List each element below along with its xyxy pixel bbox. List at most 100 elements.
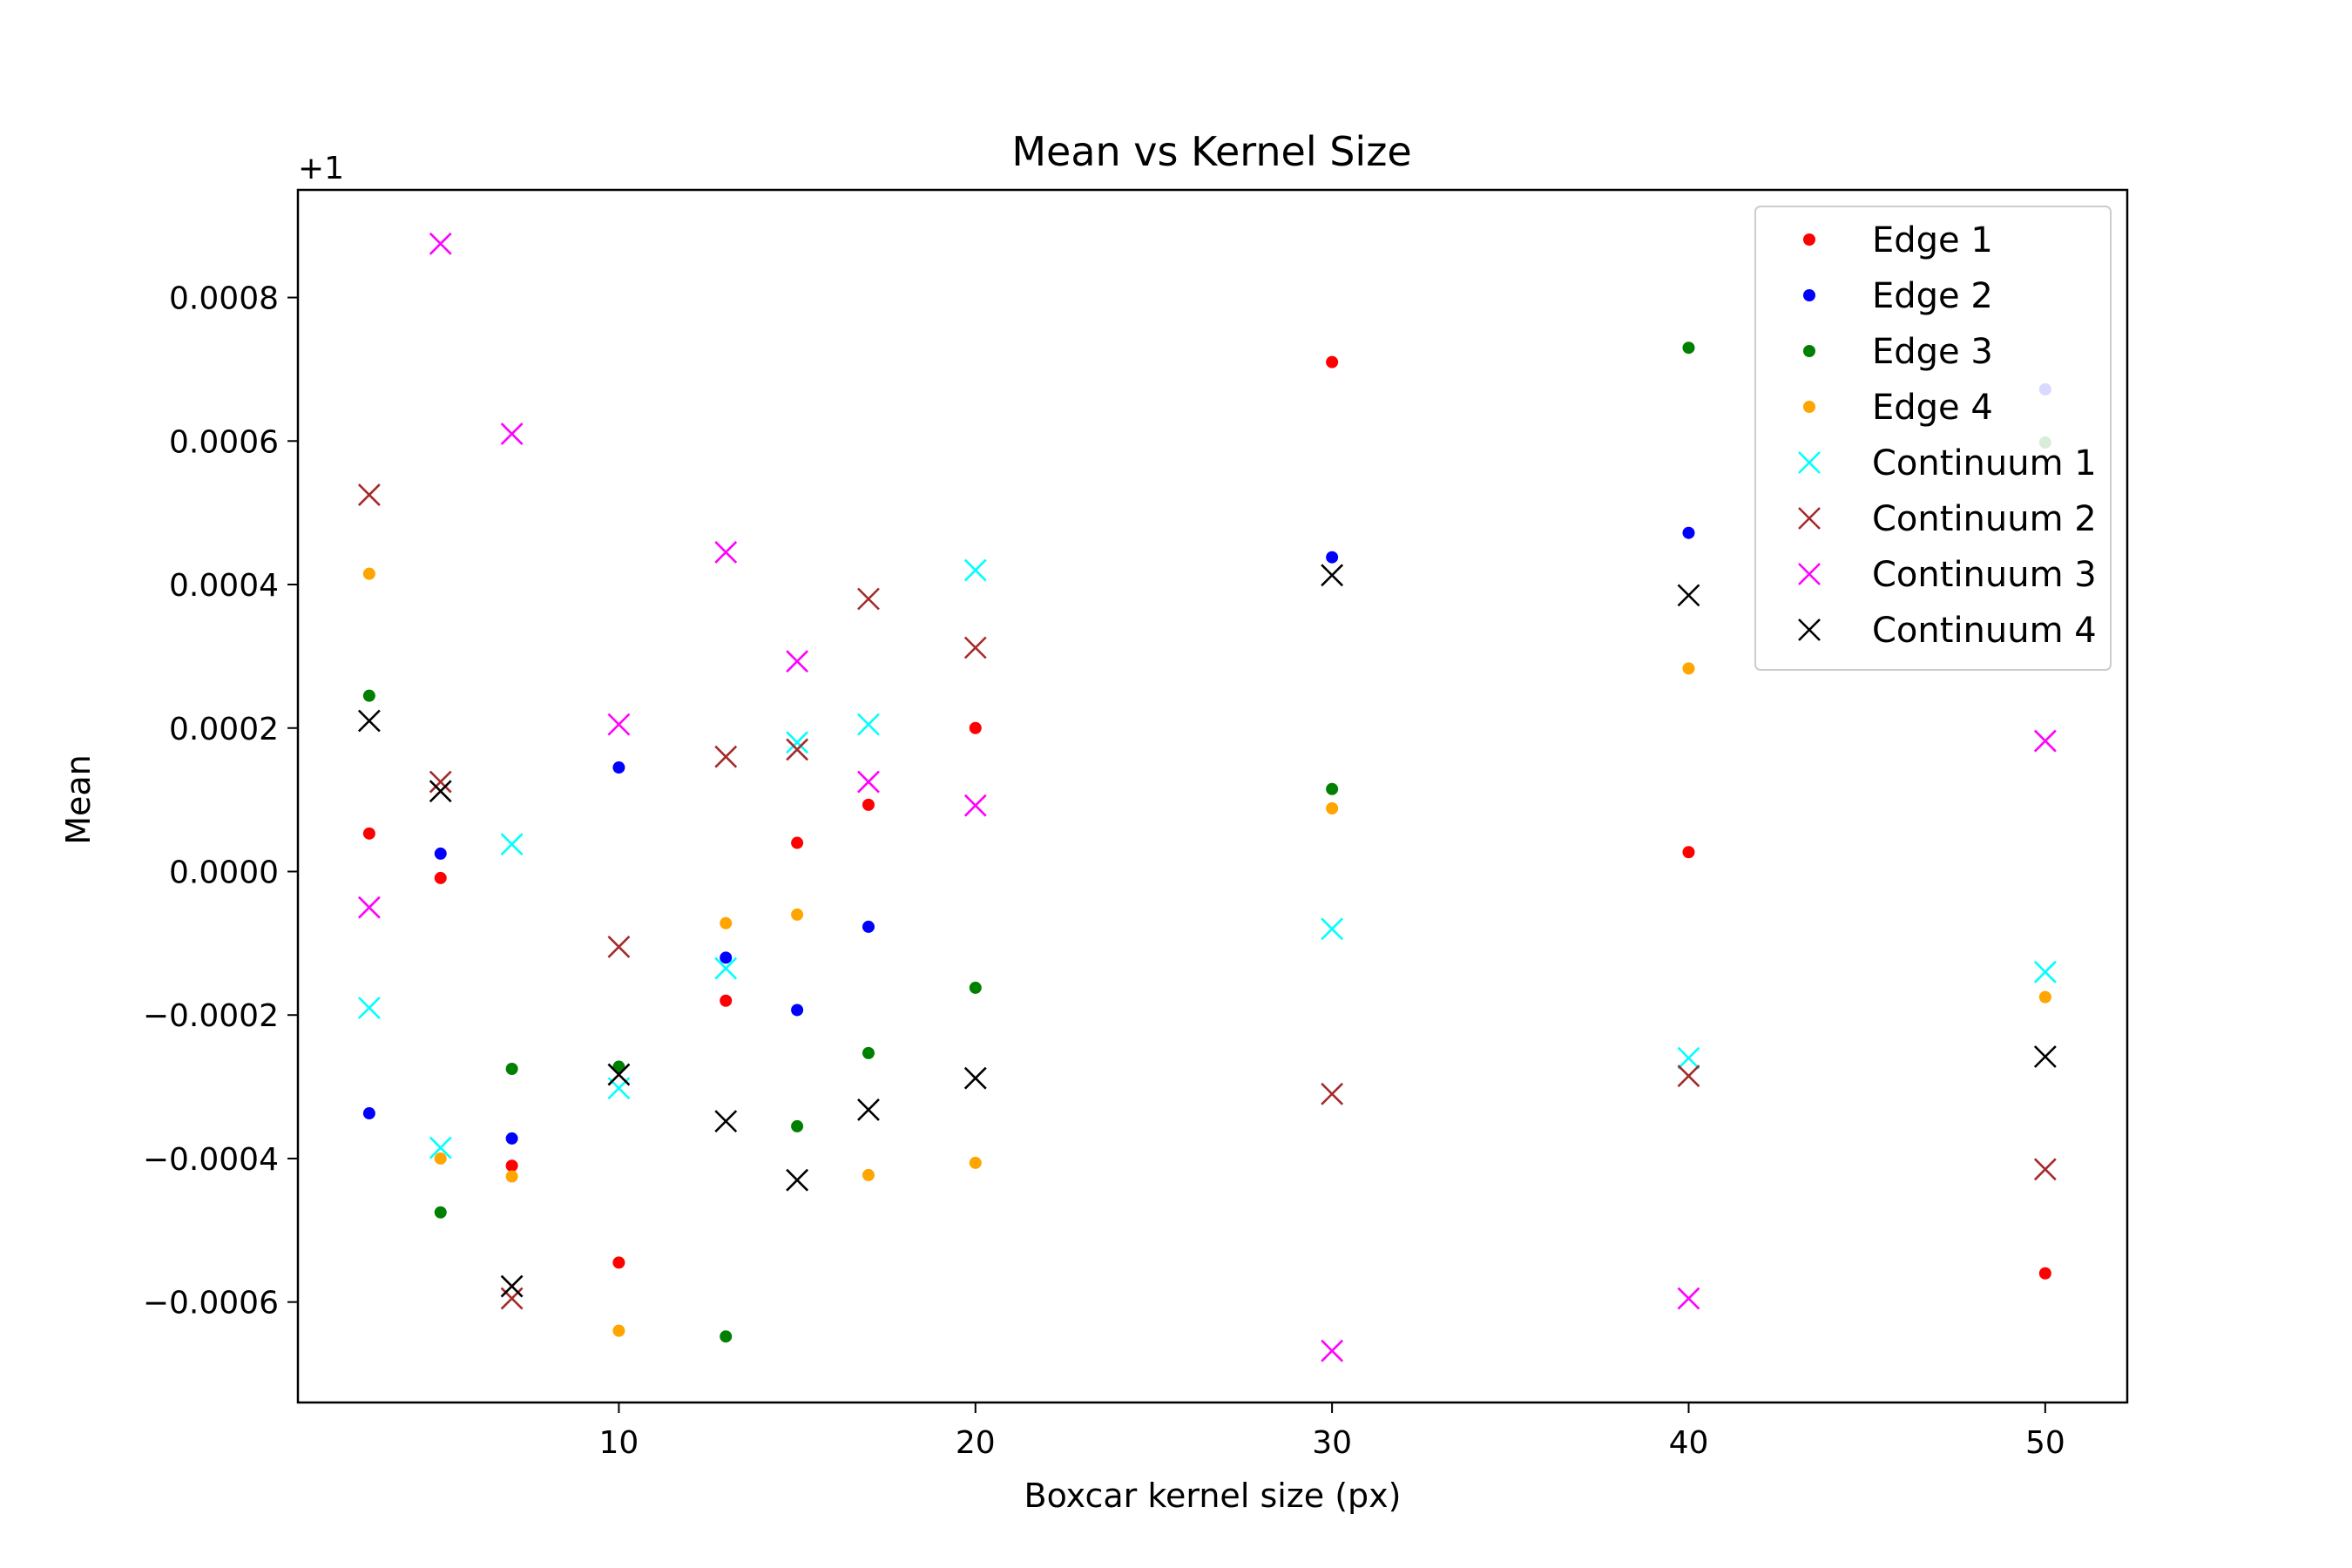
x-tick-label: 50 [2025, 1425, 2065, 1461]
data-point [362, 567, 375, 580]
data-point [786, 738, 809, 761]
data-point [714, 745, 738, 768]
y-tick-label: 0.0000 [169, 855, 279, 890]
data-point [357, 896, 381, 919]
data-point [2033, 729, 2057, 753]
data-point [969, 721, 982, 734]
data-point [857, 713, 880, 736]
x-tick-label: 10 [599, 1425, 639, 1461]
data-point [1682, 341, 1695, 355]
series-continuum-3 [357, 232, 2057, 1362]
data-point [1677, 1046, 1700, 1070]
y-tick-label: 0.0004 [169, 568, 279, 604]
data-point [857, 587, 880, 611]
legend-item-edge-1: Edge 1 [1803, 220, 1993, 260]
data-point [362, 689, 375, 702]
y-tick-label: −0.0004 [143, 1142, 279, 1178]
data-point [1677, 1064, 1700, 1088]
data-point [1326, 782, 1339, 795]
data-point [607, 1063, 631, 1086]
y-tick-label: −0.0002 [143, 998, 279, 1034]
data-point [1326, 802, 1339, 815]
data-point [434, 1206, 447, 1219]
data-point [714, 956, 738, 980]
data-point [500, 1274, 524, 1298]
plot-frame [296, 188, 2129, 1404]
data-point [505, 1170, 518, 1183]
data-point [714, 541, 738, 564]
data-point [612, 1324, 625, 1337]
data-point [963, 1066, 987, 1090]
data-point [429, 780, 452, 803]
data-point [1682, 846, 1695, 859]
legend-item-continuum-1: Continuum 1 [1798, 443, 2097, 483]
x-tick-label: 30 [1312, 1425, 1352, 1461]
legend-marker [1803, 289, 1815, 301]
legend-item-continuum-4: Continuum 4 [1798, 611, 2097, 651]
legend-marker [1798, 451, 1821, 474]
legend-marker [1803, 233, 1815, 246]
legend-marker [1803, 401, 1815, 413]
data-point [2038, 1267, 2051, 1280]
data-point [500, 1287, 524, 1310]
data-point [963, 636, 987, 659]
data-point [607, 936, 631, 958]
data-point [791, 908, 804, 921]
data-point [2033, 1045, 2057, 1068]
data-point [714, 1110, 738, 1133]
data-point [1321, 1339, 1344, 1362]
legend-label: Continuum 3 [1872, 555, 2097, 595]
data-point [505, 1062, 518, 1075]
data-point [429, 770, 452, 794]
data-point [500, 422, 524, 445]
series-edge-1 [362, 355, 2051, 1280]
data-point [1682, 526, 1695, 539]
data-point [612, 1256, 625, 1269]
data-point [720, 916, 733, 929]
legend-label: Edge 1 [1872, 220, 1993, 260]
x-axis-ticks: 10 20 30 40 50 [599, 1402, 2065, 1461]
data-point [862, 1168, 875, 1181]
data-point [1682, 662, 1695, 675]
legend-marker [1798, 618, 1821, 641]
data-point [500, 833, 524, 856]
legend-marker [1798, 563, 1821, 585]
data-point [786, 1168, 809, 1192]
data-point [429, 1136, 452, 1159]
data-point [505, 1132, 518, 1145]
data-point [357, 997, 381, 1019]
y-tick-label: 0.0002 [169, 712, 279, 747]
legend-label: Edge 3 [1872, 332, 1993, 372]
series-edge-4 [362, 567, 2051, 1337]
legend-item-continuum-2: Continuum 2 [1798, 499, 2097, 539]
data-point [505, 1159, 518, 1173]
y-offset-label: +1 [298, 151, 344, 186]
data-point [1321, 564, 1344, 587]
data-point [362, 827, 375, 840]
data-point [434, 1152, 447, 1165]
data-point [963, 794, 987, 817]
x-axis-label: Boxcar kernel size (px) [1024, 1477, 1402, 1515]
data-point [862, 1046, 875, 1059]
data-point [607, 713, 631, 736]
x-tick-label: 20 [956, 1425, 996, 1461]
legend-item-edge-2: Edge 2 [1803, 276, 1993, 316]
data-point [786, 650, 809, 673]
data-point [357, 709, 381, 733]
data-point [2033, 1158, 2057, 1181]
data-point [1326, 551, 1339, 564]
data-point [720, 951, 733, 964]
legend-item-edge-3: Edge 3 [1803, 332, 1993, 372]
data-point [862, 920, 875, 933]
data-marks [357, 232, 2057, 1362]
data-point [612, 1060, 625, 1073]
legend-label: Continuum 1 [1872, 443, 2097, 483]
legend-frame [1754, 206, 2112, 671]
y-tick-label: −0.0006 [143, 1286, 279, 1321]
data-point [1326, 355, 1339, 368]
data-point [434, 871, 447, 884]
data-point [434, 847, 447, 860]
data-point [862, 798, 875, 811]
y-axis-label: Mean [59, 754, 98, 845]
